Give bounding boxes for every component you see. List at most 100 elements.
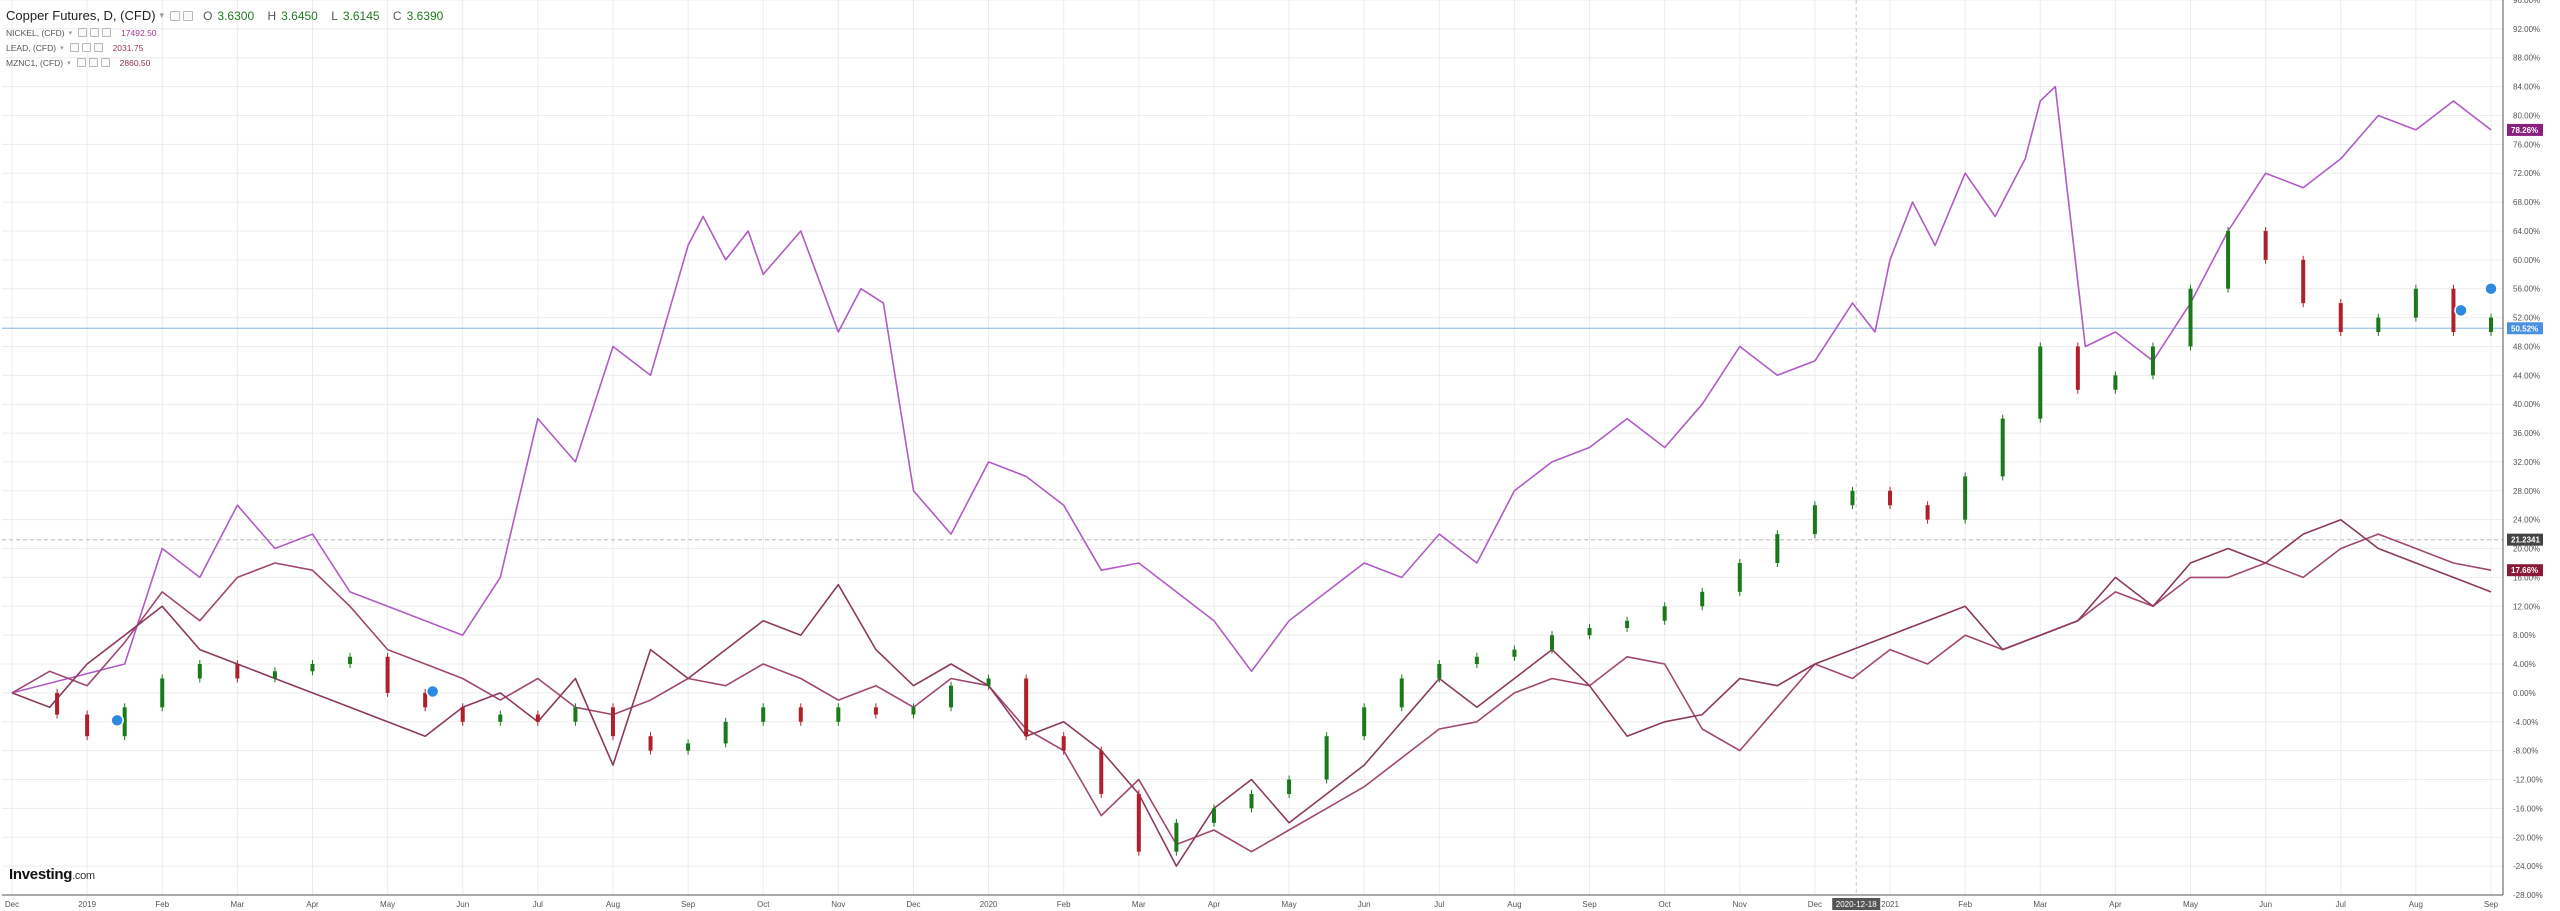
axis-badge [2507, 322, 2543, 335]
x-tick-label: Jul [533, 900, 543, 909]
chart-legend: Copper Futures, D, (CFD) ▾ O 3.6300 H 3.64… [6, 6, 453, 70]
chevron-down-icon[interactable]: ▾ [68, 29, 73, 37]
x-tick-label: Sep [2484, 900, 2499, 909]
axis-badge-label: 17.66% [2511, 566, 2538, 575]
x-tick-label: Aug [1507, 900, 1521, 909]
candle-body [1474, 656, 1479, 665]
y-tick-label: 92.00% [2513, 25, 2540, 34]
legend-overlay-value: 2860.50 [119, 57, 151, 68]
candle-body [2150, 346, 2155, 376]
legend-main-row[interactable]: Copper Futures, D, (CFD) ▾ O 3.6300 H 3.64… [6, 6, 453, 25]
candle-body [1625, 620, 1630, 628]
chevron-down-icon[interactable]: ▾ [60, 44, 64, 52]
x-tick-label: May [1281, 900, 1296, 909]
chevron-down-icon[interactable]: ▾ [67, 59, 71, 67]
candle-body [2489, 317, 2493, 333]
candle-body [235, 664, 240, 679]
y-tick-label: 0.00% [2513, 689, 2536, 698]
x-tick-label: Nov [831, 900, 845, 909]
logo-brand: Investing [9, 866, 73, 883]
candle-body [1024, 678, 1029, 737]
y-tick-label: 76.00% [2513, 140, 2540, 149]
x-tick-label: Oct [757, 900, 770, 909]
candle-body [986, 678, 991, 686]
close-square-icon[interactable] [102, 28, 112, 37]
series-line-nickel[interactable] [11, 85, 2492, 694]
axis-badge-label: 21.2341 [2511, 536, 2540, 545]
candle-body [197, 664, 202, 679]
candle-body [1324, 736, 1329, 780]
candle-body [1399, 678, 1404, 708]
close-square-icon[interactable] [100, 58, 110, 67]
candle-body [1888, 490, 1893, 506]
x-tick-label: 2020 [980, 900, 998, 909]
y-tick-label: 48.00% [2513, 342, 2540, 351]
candle-body [2413, 288, 2418, 318]
candle-body [1662, 606, 1667, 621]
event-marker-icon[interactable] [2454, 303, 2468, 318]
settings-square-icon[interactable] [170, 10, 181, 21]
candle-body [648, 736, 653, 751]
settings-square-icon[interactable] [81, 43, 91, 52]
series-line-mznc1[interactable] [11, 518, 2492, 867]
candle-body [2188, 288, 2193, 347]
event-marker-icon[interactable] [110, 713, 124, 728]
candle-body [2000, 418, 2005, 477]
candle-body [122, 707, 127, 737]
candle-body [723, 721, 728, 744]
close-square-icon[interactable] [183, 10, 194, 21]
legend-row-mznc1[interactable]: MZNC1, (CFD) ▾ 2860.50 [6, 55, 453, 70]
close-value: 3.6390 [406, 8, 444, 23]
x-tick-label: Jul [2336, 900, 2346, 909]
legend-ohlc: O 3.6300 H 3.6450 L 3.6145 C 3.6390 [203, 9, 453, 23]
candle-body [686, 743, 691, 751]
visibility-square-icon[interactable] [69, 43, 79, 52]
candle-body [911, 707, 916, 715]
legend-overlay-name: NICKEL, (CFD) [6, 27, 65, 38]
candle-body [1362, 707, 1367, 737]
x-tick-label: May [380, 900, 395, 909]
close-label: C [392, 8, 402, 23]
axis-badge [2507, 564, 2543, 577]
axis-badge [2507, 123, 2543, 136]
legend-row-lead[interactable]: LEAD, (CFD) ▾ 2031.75 [6, 40, 453, 55]
candle-body [949, 685, 954, 708]
candle-body [1136, 793, 1141, 852]
candle-body [798, 707, 803, 722]
candle-body [2301, 259, 2306, 304]
candle-body [1061, 736, 1066, 751]
candle-body [2113, 375, 2118, 390]
event-marker-icon[interactable] [2484, 281, 2498, 296]
visibility-square-icon[interactable] [78, 28, 88, 37]
legend-overlay-name: LEAD, (CFD) [6, 42, 57, 53]
y-tick-label: -16.00% [2513, 804, 2543, 813]
logo-suffix: .com [72, 870, 95, 882]
candle-body [1287, 779, 1292, 794]
y-tick-label: 24.00% [2513, 516, 2540, 525]
candle-body [761, 707, 766, 722]
high-value: 3.6450 [281, 8, 318, 23]
x-tick-label: 2021 [1881, 900, 1899, 909]
close-square-icon[interactable] [93, 43, 103, 52]
chevron-down-icon[interactable]: ▾ [159, 10, 165, 20]
settings-square-icon[interactable] [90, 28, 100, 37]
candle-body [1775, 534, 1780, 563]
candle-body [2451, 288, 2456, 333]
x-tick-label: Dec [1808, 900, 1822, 909]
x-tick-label: Aug [606, 900, 620, 909]
legend-row-nickel[interactable]: NICKEL, (CFD) ▾ 17492.50 [6, 25, 453, 40]
x-tick-label: Feb [1958, 900, 1972, 909]
candle-body [1812, 505, 1817, 535]
visibility-square-icon[interactable] [76, 58, 86, 67]
x-tick-label: Feb [1057, 900, 1071, 909]
y-tick-label: 4.00% [2513, 660, 2536, 669]
settings-square-icon[interactable] [88, 58, 98, 67]
y-tick-label: -4.00% [2513, 718, 2538, 727]
y-tick-label: 72.00% [2513, 169, 2540, 178]
event-marker-icon[interactable] [425, 684, 440, 699]
x-tick-label: Mar [230, 900, 244, 909]
x-tick-label: Apr [306, 900, 319, 909]
y-tick-label: 28.00% [2513, 487, 2540, 496]
x-tick-label: Sep [1582, 900, 1597, 909]
